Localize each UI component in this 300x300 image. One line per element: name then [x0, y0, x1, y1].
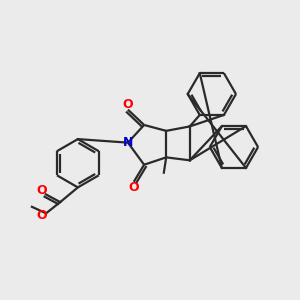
Text: O: O: [36, 184, 47, 197]
Text: N: N: [123, 136, 134, 148]
Text: O: O: [122, 98, 133, 111]
Text: O: O: [128, 181, 139, 194]
Text: O: O: [36, 208, 47, 222]
